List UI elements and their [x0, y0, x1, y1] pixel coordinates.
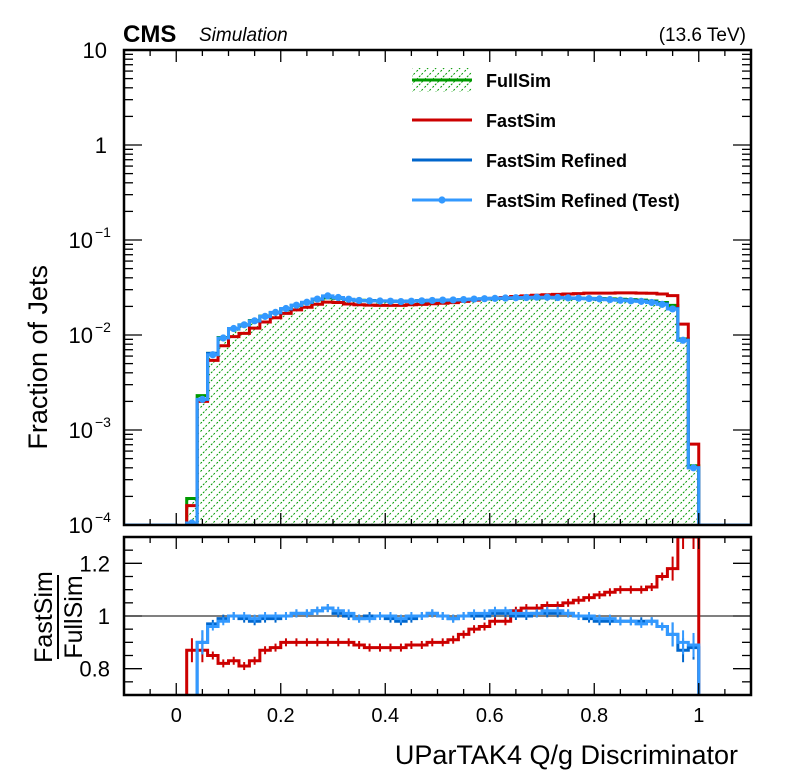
y-axis-label: Fraction of Jets — [23, 265, 53, 450]
data-point-test — [345, 295, 353, 303]
data-point-test — [533, 293, 541, 301]
ratio-y-tick-label: 1.2 — [79, 551, 110, 576]
y-tick-label: 10 — [69, 513, 93, 538]
legend-item: FastSim — [412, 111, 556, 131]
cms-label: CMS — [123, 21, 176, 48]
data-point-test — [512, 294, 520, 302]
x-tick-label: 0 — [171, 705, 182, 727]
y-tick-label: 1 — [95, 133, 107, 158]
data-point-test — [365, 297, 374, 305]
data-point-test — [271, 308, 280, 316]
ratio-plot — [124, 537, 751, 695]
legend-label: FastSim Refined (Test) — [486, 191, 680, 211]
data-point-test — [679, 336, 687, 344]
data-point-test — [209, 351, 217, 359]
data-point-test — [491, 294, 499, 302]
data-point-test — [418, 297, 426, 305]
data-point-test — [324, 292, 332, 300]
data-point-test — [637, 297, 645, 305]
data-point-test — [574, 294, 583, 302]
data-point-test — [460, 295, 468, 304]
data-point-test — [585, 294, 593, 303]
legend-label: FastSim — [486, 111, 556, 131]
legend-item: FastSim Refined (Test) — [412, 191, 680, 211]
y-tick-label-exponent: −3 — [95, 414, 111, 430]
data-point-test — [303, 298, 311, 306]
data-point-test — [595, 295, 604, 303]
data-point-test — [616, 296, 624, 304]
ratio-y-tick-label: 0.8 — [79, 657, 110, 682]
data-point-test — [543, 293, 551, 301]
y-tick-label-exponent: −1 — [95, 224, 111, 240]
data-point-test — [198, 395, 206, 403]
data-point-test — [240, 321, 248, 329]
data-point-test — [397, 297, 405, 306]
data-point-test — [480, 295, 489, 303]
y-tick-label: 10 — [69, 323, 93, 348]
data-point-test — [627, 297, 635, 305]
data-point-test — [407, 297, 415, 305]
data-point-test — [522, 293, 530, 302]
ratio-line-fastsim-refined-test — [195, 606, 701, 695]
series-line-fastsim-refined-test — [124, 294, 751, 525]
data-point-test — [449, 296, 457, 304]
data-point-test — [334, 293, 342, 302]
legend-item: FullSim — [412, 68, 551, 92]
energy-label: (13.6 TeV) — [659, 25, 746, 46]
main-plot — [124, 291, 751, 525]
legend-swatch-marker — [438, 196, 446, 204]
data-point-test — [554, 293, 562, 302]
y-tick-label-exponent: −4 — [95, 509, 111, 525]
x-tick-label: 0.2 — [267, 705, 295, 727]
y-tick-label: 10 — [69, 228, 93, 253]
data-point-test — [564, 294, 572, 302]
data-point-test — [501, 294, 510, 302]
data-point-test — [648, 298, 656, 307]
data-point-test — [251, 317, 259, 325]
simulation-label: Simulation — [199, 25, 288, 46]
fullsim-hatched-fill — [176, 297, 699, 525]
ratio-y-tick-label: 1 — [98, 604, 110, 629]
y-tick-label: 10 — [69, 418, 93, 443]
data-point-test — [669, 305, 677, 313]
x-tick-label: 0.4 — [371, 705, 399, 727]
data-point-test — [689, 464, 698, 472]
legend: FullSim FastSim FastSim Refined FastSim Ref… — [412, 68, 680, 211]
data-point-test — [282, 304, 290, 313]
data-point-test — [376, 297, 384, 305]
series-line-fastsim — [124, 291, 751, 525]
ratio-plot-axes: 0 0.2 0.4 0.6 0.8 1 0.8 1 1.2 — [79, 535, 753, 727]
data-point-test — [219, 334, 227, 342]
ratio-line-fastsim — [185, 537, 701, 695]
x-axis-label: UParTAK4 Q/g Discriminator — [395, 740, 738, 770]
data-point-test — [606, 295, 614, 304]
data-point-test — [386, 297, 395, 305]
legend-label: FastSim Refined — [486, 151, 627, 171]
data-point-test — [658, 300, 666, 308]
legend-label: FullSim — [486, 71, 551, 91]
ratio-ylabel-denominator: FullSim — [60, 575, 88, 658]
data-point-test — [261, 312, 269, 320]
data-point-test — [470, 295, 478, 303]
ratio-ylabel-numerator: FastSim — [30, 571, 58, 663]
data-point-test — [439, 296, 447, 304]
ratio-y-axis-label: FastSim FullSim — [30, 571, 88, 663]
x-tick-label: 0.8 — [580, 705, 608, 727]
y-tick-label: 10 — [83, 38, 107, 63]
data-point-test — [230, 324, 238, 333]
x-tick-label: 0.6 — [476, 705, 504, 727]
data-point-test — [292, 301, 301, 309]
data-point-test — [355, 296, 363, 305]
y-tick-label-exponent: −2 — [95, 319, 111, 335]
data-point-test — [313, 295, 321, 303]
legend-item: FastSim Refined — [412, 151, 627, 171]
x-tick-label: 1 — [693, 705, 704, 727]
data-point-test — [188, 519, 196, 525]
data-point-test — [428, 296, 436, 305]
